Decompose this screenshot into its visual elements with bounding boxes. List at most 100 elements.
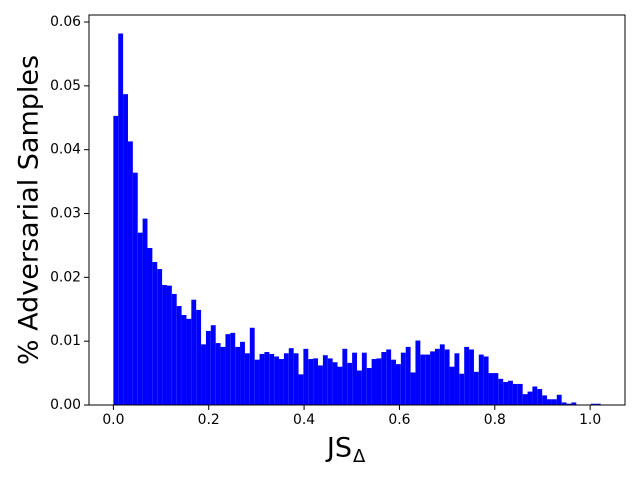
x-tick-label: 0.4 <box>293 412 315 428</box>
bar <box>176 306 182 405</box>
bar <box>425 354 431 405</box>
bar <box>118 33 124 405</box>
x-tick-label: 1.0 <box>579 412 601 428</box>
bar <box>308 359 314 405</box>
bar <box>201 344 206 405</box>
y-tick-label: 0.02 <box>50 269 81 285</box>
y-tick-label: 0.04 <box>50 142 81 158</box>
bar <box>249 327 255 405</box>
bar <box>186 318 192 405</box>
y-tick-label: 0.06 <box>50 14 81 30</box>
bar <box>230 332 236 405</box>
bar <box>366 367 372 405</box>
y-tick-label: 0.01 <box>50 333 81 349</box>
bar <box>439 344 445 405</box>
bar <box>147 247 153 405</box>
bar <box>376 358 382 405</box>
bar <box>508 380 513 405</box>
bar <box>113 115 119 405</box>
bar <box>342 348 348 405</box>
x-tick-label: 0.6 <box>388 412 410 428</box>
bar <box>469 349 474 405</box>
bar <box>322 355 328 405</box>
bar <box>127 141 133 405</box>
bar <box>571 402 577 405</box>
bar <box>512 383 518 405</box>
bar <box>352 352 357 405</box>
bar <box>400 352 406 405</box>
bar <box>415 340 421 405</box>
bar <box>444 349 450 405</box>
bar <box>556 394 562 405</box>
bar <box>386 349 392 405</box>
bar <box>318 365 323 405</box>
bar <box>298 374 304 405</box>
bar <box>420 354 426 405</box>
y-tick-label: 0.05 <box>50 78 81 94</box>
bar <box>235 346 241 405</box>
bar <box>152 262 158 405</box>
bar <box>137 232 143 405</box>
bar <box>537 389 543 405</box>
bar <box>391 359 396 405</box>
bar <box>244 353 250 405</box>
bar <box>332 362 338 405</box>
bar <box>532 386 538 405</box>
y-axis-label: % Adversarial Samples <box>14 55 45 365</box>
bar <box>361 352 367 405</box>
bar <box>215 343 221 405</box>
bar <box>293 353 299 405</box>
bar <box>473 371 479 405</box>
bar <box>166 285 172 405</box>
bar <box>459 373 465 405</box>
bar <box>357 370 362 405</box>
bar <box>264 352 270 405</box>
x-tick-label: 0.0 <box>102 412 124 428</box>
bar <box>274 356 280 405</box>
bar <box>478 354 484 405</box>
bar <box>595 403 601 405</box>
bar <box>254 359 260 405</box>
bar <box>405 346 411 405</box>
bar <box>449 366 455 405</box>
bar <box>225 334 231 405</box>
bar <box>259 353 265 405</box>
bar <box>191 299 197 405</box>
bar <box>288 348 294 405</box>
bar <box>381 352 387 405</box>
bar <box>493 373 499 405</box>
x-tick-label: 0.8 <box>484 412 506 428</box>
bar <box>171 293 177 405</box>
bar <box>371 359 377 405</box>
bar <box>313 358 319 405</box>
bar <box>547 399 552 405</box>
bar <box>527 391 533 405</box>
bar <box>464 346 470 405</box>
bar <box>410 372 416 405</box>
bar <box>132 172 138 405</box>
bar <box>196 309 202 405</box>
bar <box>181 315 187 405</box>
bar <box>454 353 460 405</box>
bar <box>303 348 309 405</box>
bar <box>517 383 523 405</box>
bar <box>503 382 509 405</box>
bar <box>395 364 401 405</box>
bar <box>283 353 289 405</box>
bar <box>590 403 596 405</box>
bar <box>483 356 489 405</box>
bar <box>337 366 343 405</box>
bar <box>327 358 333 405</box>
bar <box>522 394 528 405</box>
bar <box>566 403 572 405</box>
bar <box>210 325 216 405</box>
bar <box>561 402 567 405</box>
y-tick-label: 0.03 <box>50 206 81 222</box>
bar <box>434 348 440 405</box>
y-tick-label: 0.00 <box>50 397 81 413</box>
x-tick-label: 0.2 <box>198 412 220 428</box>
bar <box>142 218 148 405</box>
x-axis-label-subscript: Δ <box>353 446 366 467</box>
bar <box>498 378 504 405</box>
